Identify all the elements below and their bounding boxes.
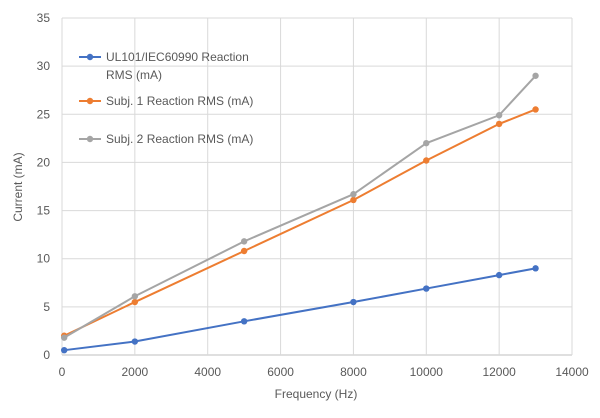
data-point — [350, 191, 357, 198]
x-tick-label: 4000 — [194, 365, 221, 379]
data-point — [532, 265, 539, 272]
series-group — [60, 72, 539, 354]
data-point — [131, 298, 139, 306]
legend-label: Subj. 2 Reaction RMS (mA) — [106, 132, 253, 146]
y-axis-label: Current (mA) — [11, 152, 25, 221]
data-point — [350, 298, 357, 306]
data-point — [131, 338, 139, 345]
data-point — [423, 139, 430, 147]
data-point — [532, 72, 539, 79]
x-tick-label: 6000 — [267, 365, 294, 379]
data-point — [423, 285, 430, 292]
y-tick-label: 0 — [43, 348, 50, 362]
y-tick-label: 30 — [37, 59, 51, 73]
y-tick-label: 35 — [37, 11, 51, 25]
x-tick-label: 8000 — [340, 365, 367, 379]
y-tick-label: 15 — [37, 204, 51, 218]
data-point — [423, 157, 430, 164]
y-tick-label: 10 — [37, 252, 51, 266]
legend-swatch-marker — [86, 97, 94, 105]
data-point — [131, 293, 139, 300]
y-tick-label: 20 — [37, 155, 51, 169]
legend-swatch-marker — [86, 135, 94, 143]
legend-label: UL101/IEC60990 Reaction — [106, 50, 249, 64]
legend-label: Subj. 1 Reaction RMS (mA) — [106, 94, 253, 108]
data-point — [240, 318, 248, 325]
legend-label: RMS (mA) — [106, 68, 162, 82]
x-axis-label: Frequency (Hz) — [275, 387, 358, 401]
data-point — [495, 120, 503, 128]
legend-swatch-marker — [86, 53, 94, 61]
y-tick-label: 25 — [37, 107, 51, 121]
gridlines — [61, 17, 573, 356]
x-tick-label: 10000 — [410, 365, 444, 379]
data-point — [240, 238, 248, 245]
data-point — [60, 334, 68, 341]
x-tick-label: 0 — [59, 365, 66, 379]
x-tick-label: 14000 — [555, 365, 589, 379]
data-point — [350, 196, 357, 204]
data-point — [495, 271, 503, 279]
x-tick-label: 12000 — [482, 365, 516, 379]
x-tick-label: 2000 — [122, 365, 149, 379]
data-point — [60, 346, 68, 354]
data-point — [532, 106, 539, 113]
y-tick-label: 5 — [43, 300, 50, 314]
legend: UL101/IEC60990 Reaction RMS (mA) Subj. 1 R… — [79, 50, 253, 146]
data-point — [495, 112, 503, 119]
data-point — [240, 247, 248, 255]
tick-labels: 0 5 10 15 20 25 30 35 0 2000 4000 6000 8000 10000 1200… — [37, 11, 589, 379]
